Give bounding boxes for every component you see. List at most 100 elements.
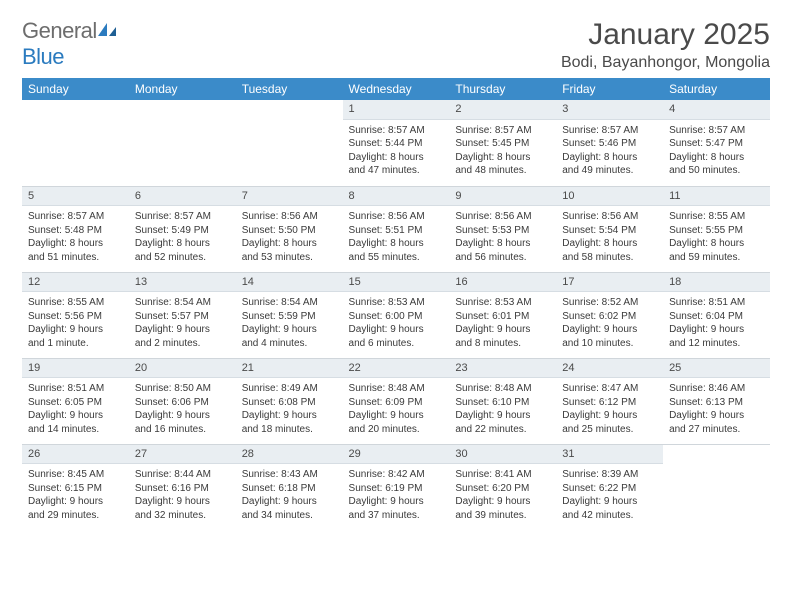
day-line-sunset: Sunset: 6:09 PM xyxy=(349,396,444,410)
day-line-sunset: Sunset: 5:50 PM xyxy=(242,224,337,238)
calendar-cell: 31Sunrise: 8:39 AMSunset: 6:22 PMDayligh… xyxy=(556,444,663,530)
day-number: 16 xyxy=(449,273,556,293)
day-line-day2: and 6 minutes. xyxy=(349,337,444,351)
calendar-cell xyxy=(22,100,129,186)
day-number: 3 xyxy=(556,100,663,120)
day-details: Sunrise: 8:57 AMSunset: 5:45 PMDaylight:… xyxy=(449,120,556,182)
day-number: 7 xyxy=(236,187,343,207)
day-line-sunset: Sunset: 6:06 PM xyxy=(135,396,230,410)
day-details: Sunrise: 8:42 AMSunset: 6:19 PMDaylight:… xyxy=(343,464,450,526)
calendar-cell: 14Sunrise: 8:54 AMSunset: 5:59 PMDayligh… xyxy=(236,272,343,358)
logo-word-1: General xyxy=(22,18,97,43)
calendar-cell: 24Sunrise: 8:47 AMSunset: 6:12 PMDayligh… xyxy=(556,358,663,444)
day-number: 21 xyxy=(236,359,343,379)
day-details: Sunrise: 8:39 AMSunset: 6:22 PMDaylight:… xyxy=(556,464,663,526)
day-details: Sunrise: 8:51 AMSunset: 6:05 PMDaylight:… xyxy=(22,378,129,440)
day-line-day2: and 37 minutes. xyxy=(349,509,444,523)
weekday-header: Sunday xyxy=(22,78,129,100)
day-number: 30 xyxy=(449,445,556,465)
day-line-sunrise: Sunrise: 8:46 AM xyxy=(669,382,764,396)
calendar-cell: 19Sunrise: 8:51 AMSunset: 6:05 PMDayligh… xyxy=(22,358,129,444)
day-number: 5 xyxy=(22,187,129,207)
day-line-day2: and 56 minutes. xyxy=(455,251,550,265)
day-line-day1: Daylight: 9 hours xyxy=(562,409,657,423)
day-details: Sunrise: 8:57 AMSunset: 5:46 PMDaylight:… xyxy=(556,120,663,182)
day-details: Sunrise: 8:50 AMSunset: 6:06 PMDaylight:… xyxy=(129,378,236,440)
day-line-sunrise: Sunrise: 8:51 AM xyxy=(669,296,764,310)
day-line-sunrise: Sunrise: 8:53 AM xyxy=(349,296,444,310)
day-line-day2: and 1 minute. xyxy=(28,337,123,351)
day-line-sunrise: Sunrise: 8:45 AM xyxy=(28,468,123,482)
day-details: Sunrise: 8:45 AMSunset: 6:15 PMDaylight:… xyxy=(22,464,129,526)
day-line-day2: and 27 minutes. xyxy=(669,423,764,437)
day-line-day1: Daylight: 8 hours xyxy=(669,237,764,251)
day-line-sunrise: Sunrise: 8:49 AM xyxy=(242,382,337,396)
day-line-sunrise: Sunrise: 8:53 AM xyxy=(455,296,550,310)
calendar-cell: 20Sunrise: 8:50 AMSunset: 6:06 PMDayligh… xyxy=(129,358,236,444)
day-line-sunrise: Sunrise: 8:57 AM xyxy=(455,124,550,138)
day-line-day1: Daylight: 9 hours xyxy=(455,409,550,423)
weekday-header: Thursday xyxy=(449,78,556,100)
day-line-sunrise: Sunrise: 8:43 AM xyxy=(242,468,337,482)
day-number: 27 xyxy=(129,445,236,465)
day-number: 15 xyxy=(343,273,450,293)
day-line-day1: Daylight: 8 hours xyxy=(562,237,657,251)
day-line-day1: Daylight: 9 hours xyxy=(28,323,123,337)
day-details: Sunrise: 8:57 AMSunset: 5:44 PMDaylight:… xyxy=(343,120,450,182)
calendar-cell: 11Sunrise: 8:55 AMSunset: 5:55 PMDayligh… xyxy=(663,186,770,272)
day-line-sunrise: Sunrise: 8:55 AM xyxy=(28,296,123,310)
day-line-sunrise: Sunrise: 8:52 AM xyxy=(562,296,657,310)
calendar-body: 1Sunrise: 8:57 AMSunset: 5:44 PMDaylight… xyxy=(22,100,770,530)
month-title: January 2025 xyxy=(561,18,770,52)
day-line-day1: Daylight: 8 hours xyxy=(242,237,337,251)
day-line-day2: and 34 minutes. xyxy=(242,509,337,523)
day-line-sunset: Sunset: 5:54 PM xyxy=(562,224,657,238)
calendar-cell: 5Sunrise: 8:57 AMSunset: 5:48 PMDaylight… xyxy=(22,186,129,272)
day-details: Sunrise: 8:44 AMSunset: 6:16 PMDaylight:… xyxy=(129,464,236,526)
day-number: 9 xyxy=(449,187,556,207)
weekday-header: Tuesday xyxy=(236,78,343,100)
day-details: Sunrise: 8:55 AMSunset: 5:55 PMDaylight:… xyxy=(663,206,770,268)
day-line-sunset: Sunset: 5:44 PM xyxy=(349,137,444,151)
day-line-day2: and 39 minutes. xyxy=(455,509,550,523)
calendar-cell: 30Sunrise: 8:41 AMSunset: 6:20 PMDayligh… xyxy=(449,444,556,530)
calendar-cell: 17Sunrise: 8:52 AMSunset: 6:02 PMDayligh… xyxy=(556,272,663,358)
day-line-day2: and 10 minutes. xyxy=(562,337,657,351)
calendar-cell: 15Sunrise: 8:53 AMSunset: 6:00 PMDayligh… xyxy=(343,272,450,358)
calendar-cell: 28Sunrise: 8:43 AMSunset: 6:18 PMDayligh… xyxy=(236,444,343,530)
day-line-sunrise: Sunrise: 8:50 AM xyxy=(135,382,230,396)
day-line-sunset: Sunset: 6:15 PM xyxy=(28,482,123,496)
day-details: Sunrise: 8:57 AMSunset: 5:47 PMDaylight:… xyxy=(663,120,770,182)
day-number: 14 xyxy=(236,273,343,293)
day-line-sunset: Sunset: 5:59 PM xyxy=(242,310,337,324)
day-details: Sunrise: 8:53 AMSunset: 6:01 PMDaylight:… xyxy=(449,292,556,354)
weekday-header: Saturday xyxy=(663,78,770,100)
day-line-sunrise: Sunrise: 8:51 AM xyxy=(28,382,123,396)
day-line-sunrise: Sunrise: 8:56 AM xyxy=(242,210,337,224)
day-line-sunrise: Sunrise: 8:47 AM xyxy=(562,382,657,396)
day-line-day2: and 20 minutes. xyxy=(349,423,444,437)
day-number: 22 xyxy=(343,359,450,379)
day-line-sunrise: Sunrise: 8:57 AM xyxy=(562,124,657,138)
day-line-day2: and 50 minutes. xyxy=(669,164,764,178)
day-details: Sunrise: 8:48 AMSunset: 6:09 PMDaylight:… xyxy=(343,378,450,440)
day-line-sunrise: Sunrise: 8:39 AM xyxy=(562,468,657,482)
day-line-day2: and 55 minutes. xyxy=(349,251,444,265)
calendar-cell: 2Sunrise: 8:57 AMSunset: 5:45 PMDaylight… xyxy=(449,100,556,186)
calendar-cell: 29Sunrise: 8:42 AMSunset: 6:19 PMDayligh… xyxy=(343,444,450,530)
day-line-sunset: Sunset: 6:18 PM xyxy=(242,482,337,496)
day-line-day1: Daylight: 9 hours xyxy=(349,323,444,337)
day-line-sunrise: Sunrise: 8:41 AM xyxy=(455,468,550,482)
day-line-day2: and 18 minutes. xyxy=(242,423,337,437)
day-line-day2: and 8 minutes. xyxy=(455,337,550,351)
day-line-sunset: Sunset: 6:08 PM xyxy=(242,396,337,410)
day-line-day1: Daylight: 8 hours xyxy=(349,151,444,165)
calendar-cell: 16Sunrise: 8:53 AMSunset: 6:01 PMDayligh… xyxy=(449,272,556,358)
day-line-sunset: Sunset: 5:48 PM xyxy=(28,224,123,238)
day-line-day1: Daylight: 9 hours xyxy=(242,495,337,509)
day-line-day2: and 32 minutes. xyxy=(135,509,230,523)
day-number: 31 xyxy=(556,445,663,465)
day-details: Sunrise: 8:47 AMSunset: 6:12 PMDaylight:… xyxy=(556,378,663,440)
day-details: Sunrise: 8:56 AMSunset: 5:54 PMDaylight:… xyxy=(556,206,663,268)
day-line-day2: and 22 minutes. xyxy=(455,423,550,437)
